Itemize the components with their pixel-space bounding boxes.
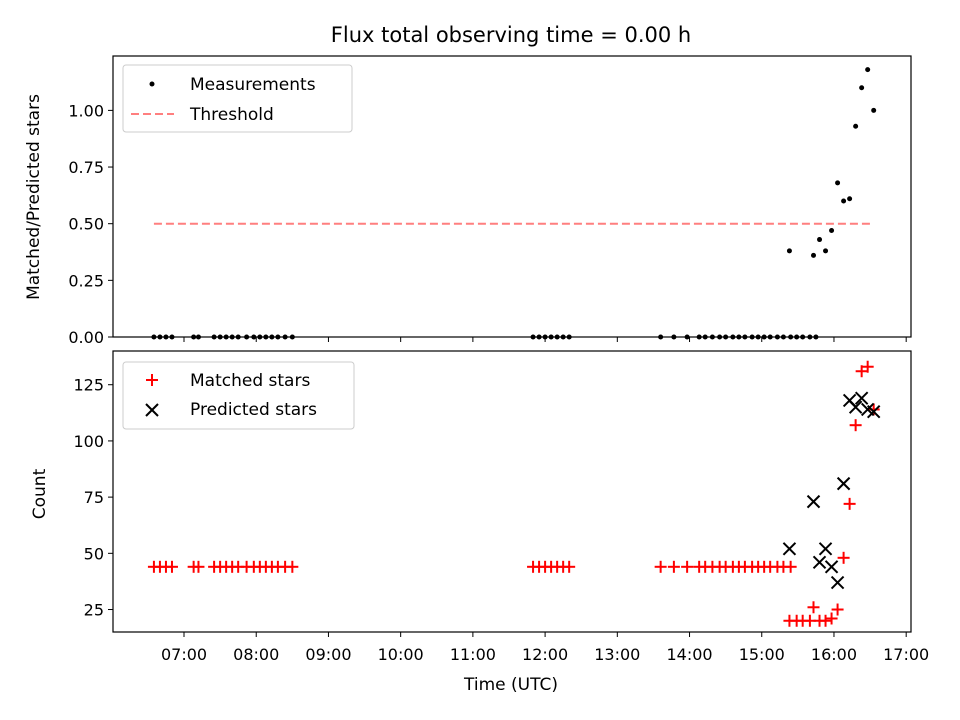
top-panel-y-label: Matched/Predicted stars xyxy=(24,94,44,300)
x-tick-label: 07:00 xyxy=(161,645,207,664)
bottom-panel: 25 50 75 100 125 07:00 08:00 09:00 10:00 11:00 12… xyxy=(30,350,929,695)
matched-stars-point xyxy=(819,614,832,627)
measurements-point xyxy=(835,180,841,186)
y-tick-label: 1.00 xyxy=(68,101,104,120)
matched-stars-point xyxy=(165,560,178,573)
top-panel-x-ticks xyxy=(183,337,907,342)
measurements-point xyxy=(865,67,871,73)
top-panel-frame xyxy=(112,55,912,338)
y-tick-label: 0.75 xyxy=(68,158,104,177)
predicted-stars-point xyxy=(806,494,821,509)
matched-stars-point xyxy=(563,560,576,573)
top-legend-box xyxy=(122,64,353,133)
matched-stars-point xyxy=(681,560,694,573)
matched-stars-legend-marker xyxy=(146,374,158,386)
top-panel-y-ticks: 0.00 0.25 0.50 0.75 1.00 xyxy=(68,101,113,347)
matched-stars-legend-label: Matched stars xyxy=(190,371,310,391)
measurements-point xyxy=(811,252,817,258)
measurements-legend-marker xyxy=(149,81,155,87)
measurements-point xyxy=(786,248,792,254)
bottom-legend-box xyxy=(122,361,355,430)
matched-stars-point xyxy=(843,497,856,510)
matched-stars-point xyxy=(825,612,838,625)
matched-stars-point xyxy=(192,560,205,573)
x-tick-label: 13:00 xyxy=(594,645,640,664)
predicted-stars-point xyxy=(782,542,797,556)
matched-stars-point xyxy=(654,560,667,573)
x-tick-label: 11:00 xyxy=(450,645,496,664)
matched-stars-point xyxy=(831,603,844,616)
x-tick-label: 14:00 xyxy=(666,645,712,664)
bottom-panel-marks xyxy=(147,360,881,627)
bottom-panel-legend: Matched stars Predicted stars xyxy=(122,361,355,430)
threshold-legend-label: Threshold xyxy=(189,105,274,125)
matched-stars-point xyxy=(784,560,797,573)
measurements-point xyxy=(841,198,847,204)
top-panel-legend: Measurements Threshold xyxy=(122,64,353,133)
x-tick-label: 10:00 xyxy=(378,645,424,664)
x-tick-label: 08:00 xyxy=(233,645,279,664)
matched-stars-point xyxy=(855,365,868,378)
bottom-panel-y-ticks: 25 50 75 100 125 xyxy=(73,376,113,620)
x-tick-label: 15:00 xyxy=(739,645,785,664)
measurements-point xyxy=(823,248,829,254)
measurements-point xyxy=(847,196,853,202)
matched-stars-point xyxy=(861,360,874,373)
matched-stars-point xyxy=(867,403,880,416)
matched-stars-point xyxy=(667,560,680,573)
measurements-point xyxy=(853,123,859,129)
matched-stars-point xyxy=(837,551,850,564)
x-axis-label: Time (UTC) xyxy=(463,675,558,695)
predicted-stars-point xyxy=(824,560,839,574)
predicted-stars-point xyxy=(818,542,833,556)
predicted-stars-point xyxy=(836,476,851,491)
y-tick-label: 0.50 xyxy=(68,215,104,234)
x-tick-label: 16:00 xyxy=(811,645,857,664)
predicted-stars-point xyxy=(866,404,881,419)
matched-stars-point xyxy=(807,601,820,614)
chart-title: Flux total observing time = 0.00 h xyxy=(331,23,691,47)
bottom-panel-x-ticks: 07:00 08:00 09:00 10:00 11:00 12:00 13:00 14:00… xyxy=(161,632,929,664)
measurements-point xyxy=(829,227,835,233)
bottom-panel-frame xyxy=(112,350,912,633)
x-tick-label: 09:00 xyxy=(305,645,351,664)
measurements-legend-label: Measurements xyxy=(190,75,316,95)
matched-stars-point xyxy=(286,560,299,573)
predicted-stars-point xyxy=(848,400,863,414)
y-tick-label: 50 xyxy=(84,544,104,563)
matched-stars-point xyxy=(849,419,862,432)
measurements-point xyxy=(859,85,865,91)
top-panel: 0.00 0.25 0.50 0.75 1.00 Matched/Predicted s… xyxy=(24,55,912,347)
predicted-stars-point xyxy=(854,391,869,405)
predicted-stars-point xyxy=(830,575,845,590)
bottom-panel-y-label: Count xyxy=(30,468,50,519)
predicted-stars-point xyxy=(812,555,827,570)
measurements-point xyxy=(817,237,823,243)
y-tick-label: 100 xyxy=(73,432,104,451)
y-tick-label: 0.00 xyxy=(68,328,104,347)
y-tick-label: 25 xyxy=(84,601,104,620)
x-tick-label: 17:00 xyxy=(883,645,929,664)
y-tick-label: 75 xyxy=(84,488,104,507)
y-tick-label: 125 xyxy=(73,376,104,395)
measurements-point xyxy=(871,107,877,113)
predicted-stars-legend-label: Predicted stars xyxy=(190,400,317,420)
x-tick-label: 12:00 xyxy=(522,645,568,664)
predicted-stars-legend-marker xyxy=(145,403,159,417)
y-tick-label: 0.25 xyxy=(68,271,104,290)
